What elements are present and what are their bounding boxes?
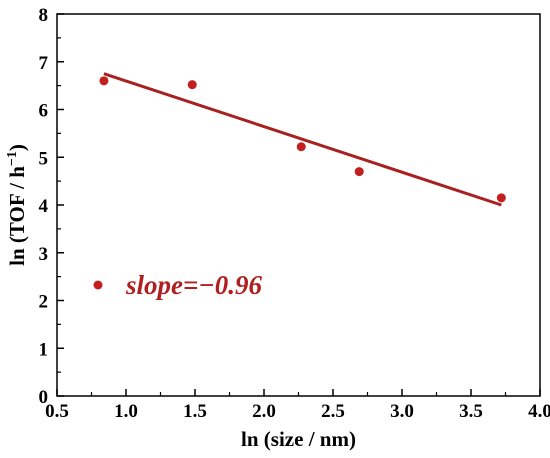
x-tick-label: 1.0 — [114, 401, 138, 422]
y-tick-label: 2 — [39, 292, 49, 313]
data-point — [296, 142, 306, 152]
y-axis-title-close: ) — [5, 144, 29, 151]
y-tick-label: 8 — [39, 5, 49, 26]
x-axis-title: ln (size / nm) — [241, 427, 356, 451]
y-tick-label: 7 — [39, 53, 49, 74]
plot-frame — [56, 13, 541, 397]
y-axis-title-main: ln (TOF / h — [5, 166, 29, 266]
y-tick-label: 4 — [39, 196, 49, 217]
legend-marker — [93, 280, 103, 290]
x-tick-label: 3.0 — [390, 401, 414, 422]
legend-label: slope=−0.96 — [125, 270, 262, 300]
y-axis-title-sup: −1 — [5, 151, 20, 166]
data-point — [187, 80, 197, 90]
y-tick-label: 6 — [39, 101, 49, 122]
x-tick-label: 4.0 — [528, 401, 550, 422]
x-tick-label: 3.5 — [459, 401, 483, 422]
x-tick-label: 2.5 — [321, 401, 345, 422]
data-point — [354, 167, 364, 177]
x-tick-label: 0.5 — [45, 401, 69, 422]
tick-labels: 0.5 1.0 1.5 2.0 2.5 3.0 3.5 4.0 0 1 2 3 4 5 6 7 8 — [39, 5, 550, 422]
y-tick-label: 1 — [39, 339, 49, 360]
y-tick-label: 3 — [39, 244, 49, 265]
data-point — [99, 76, 109, 86]
axis-ticks — [56, 13, 541, 397]
x-tick-label: 2.0 — [252, 401, 276, 422]
y-tick-label: 5 — [39, 148, 49, 169]
y-tick-label: 0 — [39, 387, 49, 408]
y-axis-title: ln (TOF / h−1) — [5, 144, 29, 266]
data-points — [99, 76, 506, 203]
x-tick-label: 1.5 — [183, 401, 207, 422]
fit-line — [103, 72, 502, 207]
data-point — [496, 193, 506, 203]
